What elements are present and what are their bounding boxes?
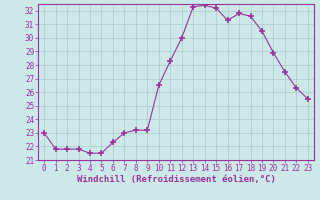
X-axis label: Windchill (Refroidissement éolien,°C): Windchill (Refroidissement éolien,°C) — [76, 175, 276, 184]
